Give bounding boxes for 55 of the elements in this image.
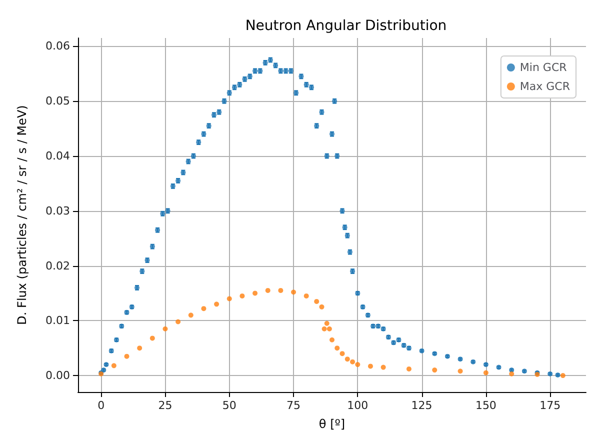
x-tick-label: 50 bbox=[222, 399, 236, 412]
x-tick-label: 25 bbox=[158, 399, 172, 412]
point bbox=[432, 368, 438, 373]
point bbox=[240, 293, 245, 298]
y-tick-label: 0.06 bbox=[46, 40, 70, 53]
point bbox=[330, 337, 334, 342]
point bbox=[226, 296, 232, 302]
point bbox=[162, 326, 168, 332]
point bbox=[176, 319, 181, 324]
point bbox=[458, 368, 463, 374]
point bbox=[201, 306, 206, 312]
point bbox=[483, 370, 488, 376]
point bbox=[326, 326, 332, 332]
y-tick-label: 0.05 bbox=[46, 94, 70, 108]
point bbox=[278, 288, 284, 293]
point bbox=[340, 351, 345, 356]
point bbox=[124, 354, 130, 359]
point bbox=[150, 336, 155, 341]
point bbox=[214, 302, 220, 307]
point bbox=[304, 293, 309, 298]
y-tick-label: 0.00 bbox=[46, 369, 70, 382]
y-tick-label: 0.04 bbox=[46, 150, 70, 162]
point bbox=[344, 356, 350, 362]
point bbox=[368, 364, 373, 369]
y-tick-label: 0.02 bbox=[46, 259, 70, 272]
point bbox=[355, 362, 360, 368]
x-tick-label: 0 bbox=[98, 399, 105, 412]
x-tick-label: 150 bbox=[475, 399, 496, 412]
y-tick-label: 0.03 bbox=[46, 204, 70, 218]
point bbox=[406, 366, 412, 372]
point bbox=[509, 371, 514, 376]
point bbox=[314, 298, 320, 304]
x-tick-label: 175 bbox=[540, 399, 561, 412]
legend-label: Max GCR bbox=[520, 80, 570, 93]
y-tick-label: 0.01 bbox=[46, 314, 70, 328]
point bbox=[137, 346, 142, 351]
point bbox=[324, 320, 330, 326]
y-axis-title: D. Flux (particles / cm² / sr / s / MeV) bbox=[15, 105, 29, 325]
x-axis-title: θ [º] bbox=[318, 417, 346, 431]
point bbox=[322, 326, 327, 332]
chart-title: Neutron Angular Distribution bbox=[245, 18, 447, 34]
x-tick-label: 100 bbox=[347, 399, 368, 412]
point bbox=[265, 288, 270, 293]
point bbox=[188, 312, 194, 318]
point bbox=[319, 304, 324, 310]
point bbox=[380, 364, 386, 370]
point bbox=[560, 373, 566, 378]
legend-label: Min GCR bbox=[520, 61, 568, 74]
x-tick-label: 75 bbox=[286, 399, 301, 412]
point bbox=[291, 290, 296, 295]
point bbox=[334, 346, 340, 351]
x-tick-label: 125 bbox=[411, 399, 432, 412]
point bbox=[252, 290, 258, 296]
point bbox=[111, 363, 116, 368]
point bbox=[350, 359, 356, 364]
